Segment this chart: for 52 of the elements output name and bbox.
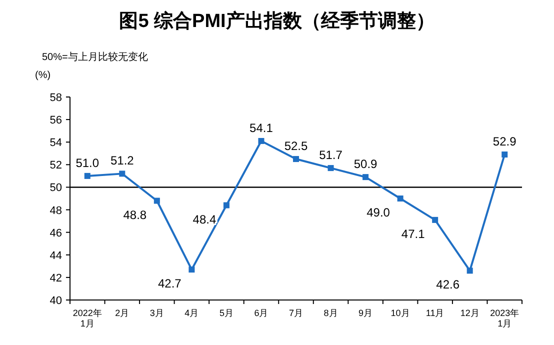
point — [258, 138, 264, 144]
x-tick-label: 11月 — [426, 308, 444, 318]
point — [362, 174, 369, 180]
data-label: 48.4 — [192, 212, 216, 226]
x-tick-label: 5月 — [219, 308, 234, 318]
point — [502, 152, 508, 158]
x-tick-label: 3月 — [150, 308, 164, 318]
y-tick-label: 42 — [50, 272, 62, 284]
data-label: 52.9 — [492, 134, 517, 149]
data-label: 49.0 — [366, 206, 390, 220]
x-tick-label: 12月 — [460, 308, 480, 318]
y-tick-label: 52 — [50, 160, 62, 172]
point — [223, 202, 230, 208]
data-label: 42.6 — [436, 278, 460, 292]
x-tick-label: 2月 — [115, 308, 130, 318]
point — [84, 172, 90, 179]
data-label: 51.2 — [110, 154, 134, 168]
point — [293, 156, 299, 162]
point — [154, 198, 160, 204]
point — [466, 268, 473, 274]
y-tick-label: 54 — [50, 137, 62, 150]
chart-title: 图5 综合PMI产出指数（经季节调整） — [119, 10, 435, 32]
data-label: 54.1 — [250, 120, 274, 135]
y-axis-title: (%) — [35, 70, 51, 81]
point — [119, 170, 126, 177]
y-tick-label: 50 — [50, 182, 62, 194]
x-tick-label: 8月 — [324, 308, 338, 318]
y-tick-label: 44 — [50, 250, 62, 262]
point — [432, 216, 438, 223]
data-label: 42.7 — [158, 276, 182, 291]
x-tick-label: 7月 — [288, 308, 304, 318]
point — [188, 266, 195, 273]
data-label: 47.1 — [401, 226, 426, 241]
x-tick-label: 2022年 1月 — [72, 308, 102, 328]
x-tick-label: 2023年 1月 — [490, 308, 520, 328]
text: 50%=与上月比较无变化 — [42, 51, 148, 63]
y-tick-label: 40 — [50, 295, 62, 307]
point — [397, 196, 404, 202]
y-tick-label: 46 — [50, 227, 62, 240]
data-label: 48.8 — [123, 208, 147, 222]
data-label: 51.0 — [76, 156, 100, 170]
y-tick-label: 56 — [50, 114, 62, 127]
x-tick-label: 10月 — [390, 308, 410, 318]
data-label: 51.7 — [319, 148, 343, 162]
x-tick-label: 6月 — [254, 308, 268, 318]
x-tick-label: 9月 — [358, 308, 373, 318]
point — [328, 165, 334, 172]
y-tick-label: 58 — [50, 92, 62, 104]
data-label: 52.5 — [284, 139, 308, 154]
x-tick-label: 4月 — [184, 308, 199, 318]
data-label: 50.9 — [354, 157, 378, 172]
y-tick-label: 48 — [50, 204, 62, 217]
